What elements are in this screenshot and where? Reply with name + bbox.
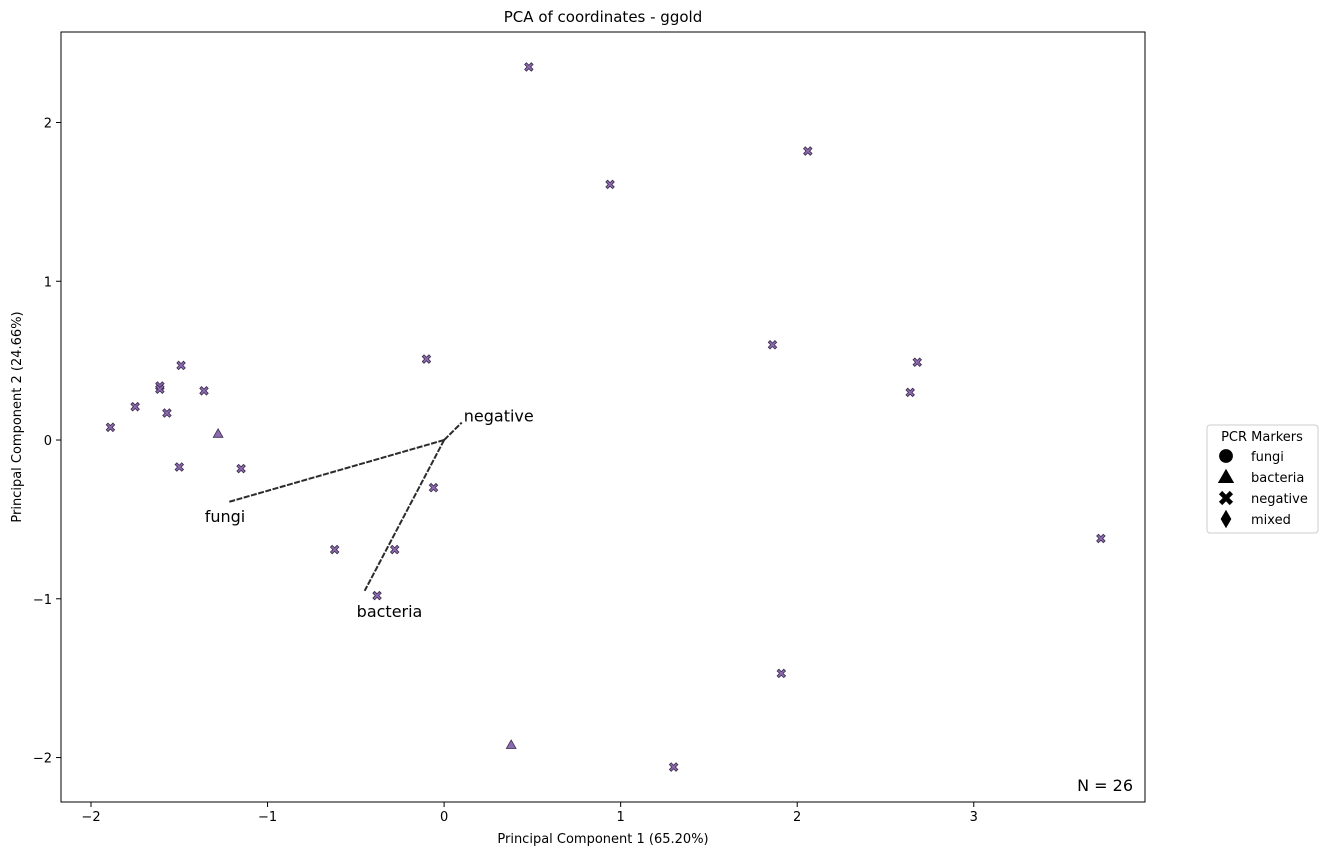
- data-point: [524, 62, 534, 72]
- legend-title: PCR Markers: [1221, 430, 1303, 445]
- y-tick-label: 2: [44, 116, 52, 131]
- x-axis: −2 −1 0 1 2 3: [81, 802, 978, 825]
- plot-frame: [60, 31, 1146, 803]
- legend-label-bacteria: bacteria: [1251, 471, 1304, 486]
- x-tick-label: 1: [617, 810, 625, 825]
- y-tick-label: 0: [44, 434, 52, 449]
- y-tick-label: −2: [33, 752, 52, 767]
- legend-marker-negative: [1218, 490, 1234, 506]
- y-axis-label: Principal Component 2 (24.66%): [10, 311, 25, 522]
- legend-marker-mixed: [1220, 509, 1232, 529]
- x-tick-label: −2: [81, 810, 100, 825]
- data-point: [105, 422, 116, 433]
- y-tick-label: −1: [33, 593, 52, 608]
- data-point: [155, 384, 165, 394]
- data-point: [372, 590, 382, 601]
- data-point: [176, 360, 186, 371]
- data-point: [162, 408, 172, 418]
- sample-count-annotation: N = 26: [1077, 776, 1133, 795]
- data-point: [505, 739, 517, 749]
- legend-frame: [1206, 424, 1319, 534]
- x-axis-label: Principal Component 1 (65.20%): [497, 832, 708, 847]
- data-point: [803, 146, 813, 156]
- legend-marker-fungi: [1219, 449, 1233, 463]
- data-point: [212, 428, 224, 438]
- legend-label-mixed: mixed: [1251, 513, 1291, 528]
- loading-vector-bacteria: [363, 439, 445, 592]
- x-tick-label: 3: [970, 810, 978, 825]
- data-point: [174, 462, 185, 472]
- x-tick-label: 0: [440, 810, 448, 825]
- loading-vector-fungi: [228, 439, 445, 503]
- data-point: [912, 357, 923, 367]
- data-point: [605, 179, 615, 190]
- legend-label-fungi: fungi: [1251, 450, 1284, 465]
- y-axis: −2 −1 0 1 2: [33, 116, 61, 767]
- data-point: [428, 482, 439, 493]
- data-point: [776, 668, 787, 679]
- loading-label-bacteria: bacteria: [357, 602, 423, 621]
- legend-marker-bacteria: [1217, 468, 1235, 484]
- data-point: [421, 354, 432, 364]
- legend-label-negative: negative: [1251, 492, 1308, 507]
- legend: PCR Markers fungi bacteria negative mixed: [1206, 424, 1319, 534]
- data-point: [905, 387, 915, 398]
- data-point: [236, 463, 246, 474]
- chart-title: PCA of coordinates - ggold: [504, 8, 702, 26]
- x-tick-label: −1: [258, 810, 277, 825]
- data-point: [767, 339, 778, 350]
- y-tick-label: 1: [44, 275, 52, 290]
- data-point: [389, 544, 400, 555]
- data-point: [199, 386, 209, 396]
- loading-vector-negative: [443, 421, 463, 441]
- loading-label-negative: negative: [464, 407, 534, 426]
- data-point: [329, 544, 340, 555]
- x-tick-label: 2: [793, 810, 801, 825]
- data-point: [130, 401, 140, 412]
- data-point: [1096, 533, 1106, 544]
- data-point: [668, 762, 679, 772]
- loading-label-fungi: fungi: [205, 507, 246, 526]
- plot-area: negative fungi bacteria: [105, 62, 1106, 772]
- legend-entries: fungi bacteria negative mixed: [1217, 449, 1308, 529]
